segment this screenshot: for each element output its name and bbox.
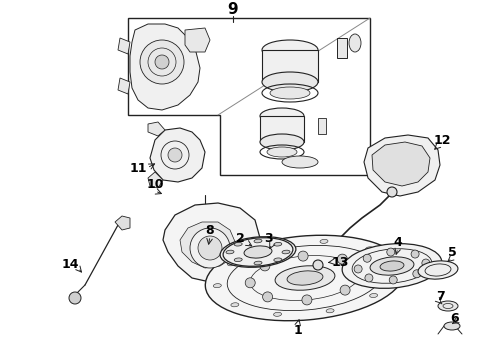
Polygon shape — [180, 222, 236, 268]
Ellipse shape — [282, 250, 290, 254]
Bar — [318, 118, 326, 134]
Circle shape — [260, 261, 270, 271]
Ellipse shape — [262, 40, 318, 60]
Circle shape — [354, 265, 362, 273]
Circle shape — [413, 270, 421, 278]
Ellipse shape — [234, 242, 242, 246]
Text: 14: 14 — [61, 258, 79, 271]
Bar — [260, 116, 304, 142]
Ellipse shape — [244, 246, 272, 258]
Polygon shape — [185, 28, 210, 52]
Text: 9: 9 — [228, 3, 238, 18]
Polygon shape — [372, 142, 430, 186]
Ellipse shape — [270, 87, 310, 99]
Ellipse shape — [262, 72, 318, 92]
Ellipse shape — [274, 258, 282, 262]
Text: 12: 12 — [433, 134, 451, 147]
Bar — [262, 50, 318, 82]
Ellipse shape — [254, 239, 262, 243]
Polygon shape — [148, 172, 163, 188]
Ellipse shape — [227, 262, 235, 266]
Circle shape — [168, 148, 182, 162]
Ellipse shape — [260, 134, 304, 150]
Text: 10: 10 — [146, 179, 164, 192]
Ellipse shape — [349, 34, 361, 52]
Circle shape — [340, 285, 350, 295]
Circle shape — [198, 236, 222, 260]
Ellipse shape — [234, 258, 242, 262]
Circle shape — [422, 259, 430, 267]
Ellipse shape — [226, 250, 234, 254]
Ellipse shape — [275, 266, 335, 290]
Text: 4: 4 — [393, 235, 402, 248]
Circle shape — [355, 268, 365, 278]
Ellipse shape — [287, 271, 323, 285]
Ellipse shape — [444, 322, 460, 330]
Polygon shape — [130, 24, 200, 110]
Text: 2: 2 — [236, 231, 245, 244]
Ellipse shape — [268, 245, 276, 249]
Ellipse shape — [254, 261, 262, 265]
Polygon shape — [118, 78, 130, 94]
Ellipse shape — [231, 303, 239, 307]
Ellipse shape — [220, 237, 296, 267]
Circle shape — [155, 55, 169, 69]
Polygon shape — [118, 38, 130, 54]
Ellipse shape — [389, 272, 396, 276]
Ellipse shape — [282, 156, 318, 168]
Ellipse shape — [438, 301, 458, 311]
Circle shape — [387, 248, 395, 256]
Ellipse shape — [267, 147, 297, 157]
Text: 6: 6 — [451, 311, 459, 324]
Circle shape — [365, 274, 373, 282]
Ellipse shape — [418, 261, 458, 279]
Circle shape — [387, 187, 397, 197]
Text: 5: 5 — [448, 246, 456, 258]
Text: 3: 3 — [264, 231, 272, 244]
Circle shape — [363, 254, 371, 262]
Text: 13: 13 — [331, 256, 349, 269]
Circle shape — [338, 254, 347, 264]
Circle shape — [69, 292, 81, 304]
Ellipse shape — [342, 244, 442, 288]
Ellipse shape — [370, 257, 414, 275]
Ellipse shape — [320, 239, 328, 243]
Bar — [337, 38, 347, 58]
Circle shape — [263, 292, 272, 302]
Circle shape — [313, 260, 323, 270]
Polygon shape — [364, 135, 440, 196]
Text: 8: 8 — [206, 224, 214, 237]
Ellipse shape — [273, 312, 282, 316]
Ellipse shape — [369, 293, 378, 297]
Ellipse shape — [326, 309, 334, 313]
Text: 1: 1 — [294, 324, 302, 337]
Polygon shape — [150, 128, 205, 182]
Circle shape — [298, 251, 308, 261]
Ellipse shape — [274, 242, 282, 246]
Text: 7: 7 — [436, 289, 444, 302]
Circle shape — [411, 250, 419, 258]
Ellipse shape — [260, 108, 304, 124]
Ellipse shape — [380, 261, 404, 271]
Polygon shape — [115, 216, 130, 230]
Circle shape — [389, 276, 397, 284]
Circle shape — [190, 228, 230, 268]
Ellipse shape — [205, 235, 405, 321]
Circle shape — [245, 278, 255, 288]
Ellipse shape — [213, 284, 221, 288]
Text: 11: 11 — [129, 162, 147, 175]
Polygon shape — [148, 122, 165, 136]
Ellipse shape — [366, 247, 373, 251]
Circle shape — [302, 295, 312, 305]
Circle shape — [140, 40, 184, 84]
Polygon shape — [163, 203, 260, 282]
